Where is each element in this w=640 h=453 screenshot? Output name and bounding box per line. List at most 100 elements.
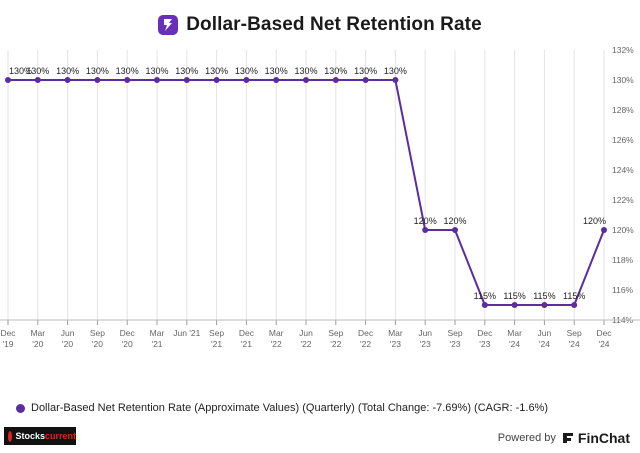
app-logo-icon	[158, 15, 179, 35]
x-tick-label: Dec	[358, 328, 374, 338]
chart-header: Dollar-Based Net Retention Rate	[0, 10, 640, 40]
series-points	[5, 77, 607, 308]
x-tick-label: Mar	[30, 328, 45, 338]
data-point	[541, 302, 548, 308]
data-point	[183, 77, 190, 83]
x-tick-label: Mar	[150, 328, 165, 338]
data-label: 130%	[205, 66, 228, 76]
data-label: 115%	[503, 291, 525, 301]
x-tick-label: '23	[420, 339, 431, 349]
x-tick-label: '20	[32, 339, 43, 349]
data-label: 130%	[145, 66, 168, 76]
finchat-name: FinChat	[577, 430, 630, 446]
x-tick-label: '24	[539, 339, 550, 349]
y-tick-label: 118%	[612, 255, 634, 265]
x-tick-label: Dec	[239, 328, 255, 338]
powered-by-label: Powered by	[497, 432, 556, 444]
data-point	[273, 77, 280, 83]
data-point	[511, 302, 518, 308]
data-label: 130%	[9, 66, 32, 76]
x-tick-label: '21	[241, 339, 252, 349]
x-tick-label: Jun '21	[173, 328, 200, 338]
x-tick-label: Sep	[90, 328, 105, 338]
data-point	[303, 77, 309, 83]
data-label: 115%	[563, 291, 585, 301]
y-axis: 114%116%118%120%122%124%126%128%130%132%	[612, 45, 634, 325]
chart-title: Dollar-Based Net Retention Rate	[186, 14, 482, 35]
x-tick-label: Dec	[596, 328, 612, 338]
x-axis: Dec'19Mar'20Jun'20Sep'20Dec'20Mar'21Jun …	[0, 319, 640, 349]
data-point	[332, 77, 339, 83]
data-point	[5, 77, 11, 83]
legend-marker-icon	[16, 403, 25, 413]
data-labels: 130%130% 130% 130% 130% 130% 130% 130% 130% 130%…	[9, 66, 606, 301]
data-label: 115%	[533, 291, 555, 301]
data-point	[124, 77, 131, 83]
x-tick-label: '20	[92, 339, 103, 349]
data-label: 130%	[324, 66, 347, 76]
line-chart: 114%116%118%120%122%124%126%128%130%132%…	[0, 45, 640, 349]
x-tick-label: '20	[122, 339, 133, 349]
chart-legend[interactable]: Dollar-Based Net Retention Rate (Approxi…	[16, 402, 548, 414]
x-tick-label: '22	[360, 339, 371, 349]
chart-grid	[7, 50, 605, 320]
data-label: 120%	[414, 216, 437, 226]
x-tick-label: '23	[479, 339, 490, 349]
data-label: 120%	[443, 216, 466, 226]
x-tick-label: Jun	[418, 328, 432, 338]
data-label: 130%	[384, 66, 407, 76]
x-tick-label: Sep	[567, 328, 582, 338]
data-point	[571, 302, 578, 308]
stockscurrent-mark-icon	[8, 430, 13, 442]
x-tick-label: Jun	[299, 328, 313, 338]
y-tick-label: 124%	[612, 165, 634, 175]
x-tick-label: '22	[271, 339, 282, 349]
brand-suffix: current	[44, 431, 76, 441]
x-tick-label: Dec	[120, 328, 136, 338]
data-label: 130%	[294, 66, 317, 76]
x-tick-label: Sep	[328, 328, 343, 338]
data-point	[422, 227, 429, 233]
data-point	[243, 77, 250, 83]
x-tick-label: Dec	[477, 328, 493, 338]
data-point	[34, 77, 41, 83]
data-label: 115%	[474, 291, 496, 301]
x-tick-label: Mar	[269, 328, 284, 338]
data-point	[154, 77, 160, 83]
data-point	[601, 227, 607, 233]
x-tick-label: Sep	[209, 328, 224, 338]
data-point	[94, 77, 101, 83]
x-tick-label: '24	[509, 339, 520, 349]
data-point	[213, 77, 220, 83]
data-point	[392, 77, 399, 83]
x-tick-label: '21	[151, 339, 162, 349]
data-label: 120%	[583, 216, 606, 226]
x-tick-label: '23	[449, 339, 460, 349]
y-tick-label: 122%	[612, 195, 634, 205]
x-tick-label: '22	[300, 339, 311, 349]
x-tick-label: '24	[569, 339, 580, 349]
data-label: 130%	[116, 66, 139, 76]
data-point	[452, 227, 458, 233]
data-label: 130%	[265, 66, 288, 76]
x-tick-label: '21	[211, 339, 222, 349]
data-label: 130%	[354, 66, 377, 76]
x-tick-label: Jun	[538, 328, 552, 338]
x-tick-label: '22	[330, 339, 341, 349]
x-tick-label: '24	[598, 339, 609, 349]
x-tick-label: '23	[390, 339, 401, 349]
x-tick-label: '20	[62, 339, 73, 349]
y-tick-label: 126%	[612, 135, 634, 145]
data-point	[362, 77, 369, 83]
y-tick-label: 128%	[612, 105, 634, 115]
finchat-logo-icon	[562, 433, 573, 443]
powered-by: Powered by FinChat	[498, 430, 630, 446]
x-tick-label: Mar	[388, 328, 403, 338]
brand-prefix: Stocks	[15, 431, 45, 441]
data-label: 130%	[26, 66, 49, 76]
y-tick-label: 132%	[612, 45, 634, 55]
x-tick-label: Dec	[0, 328, 16, 338]
data-point	[481, 302, 488, 308]
data-label: 130%	[235, 66, 258, 76]
data-point	[64, 77, 71, 83]
